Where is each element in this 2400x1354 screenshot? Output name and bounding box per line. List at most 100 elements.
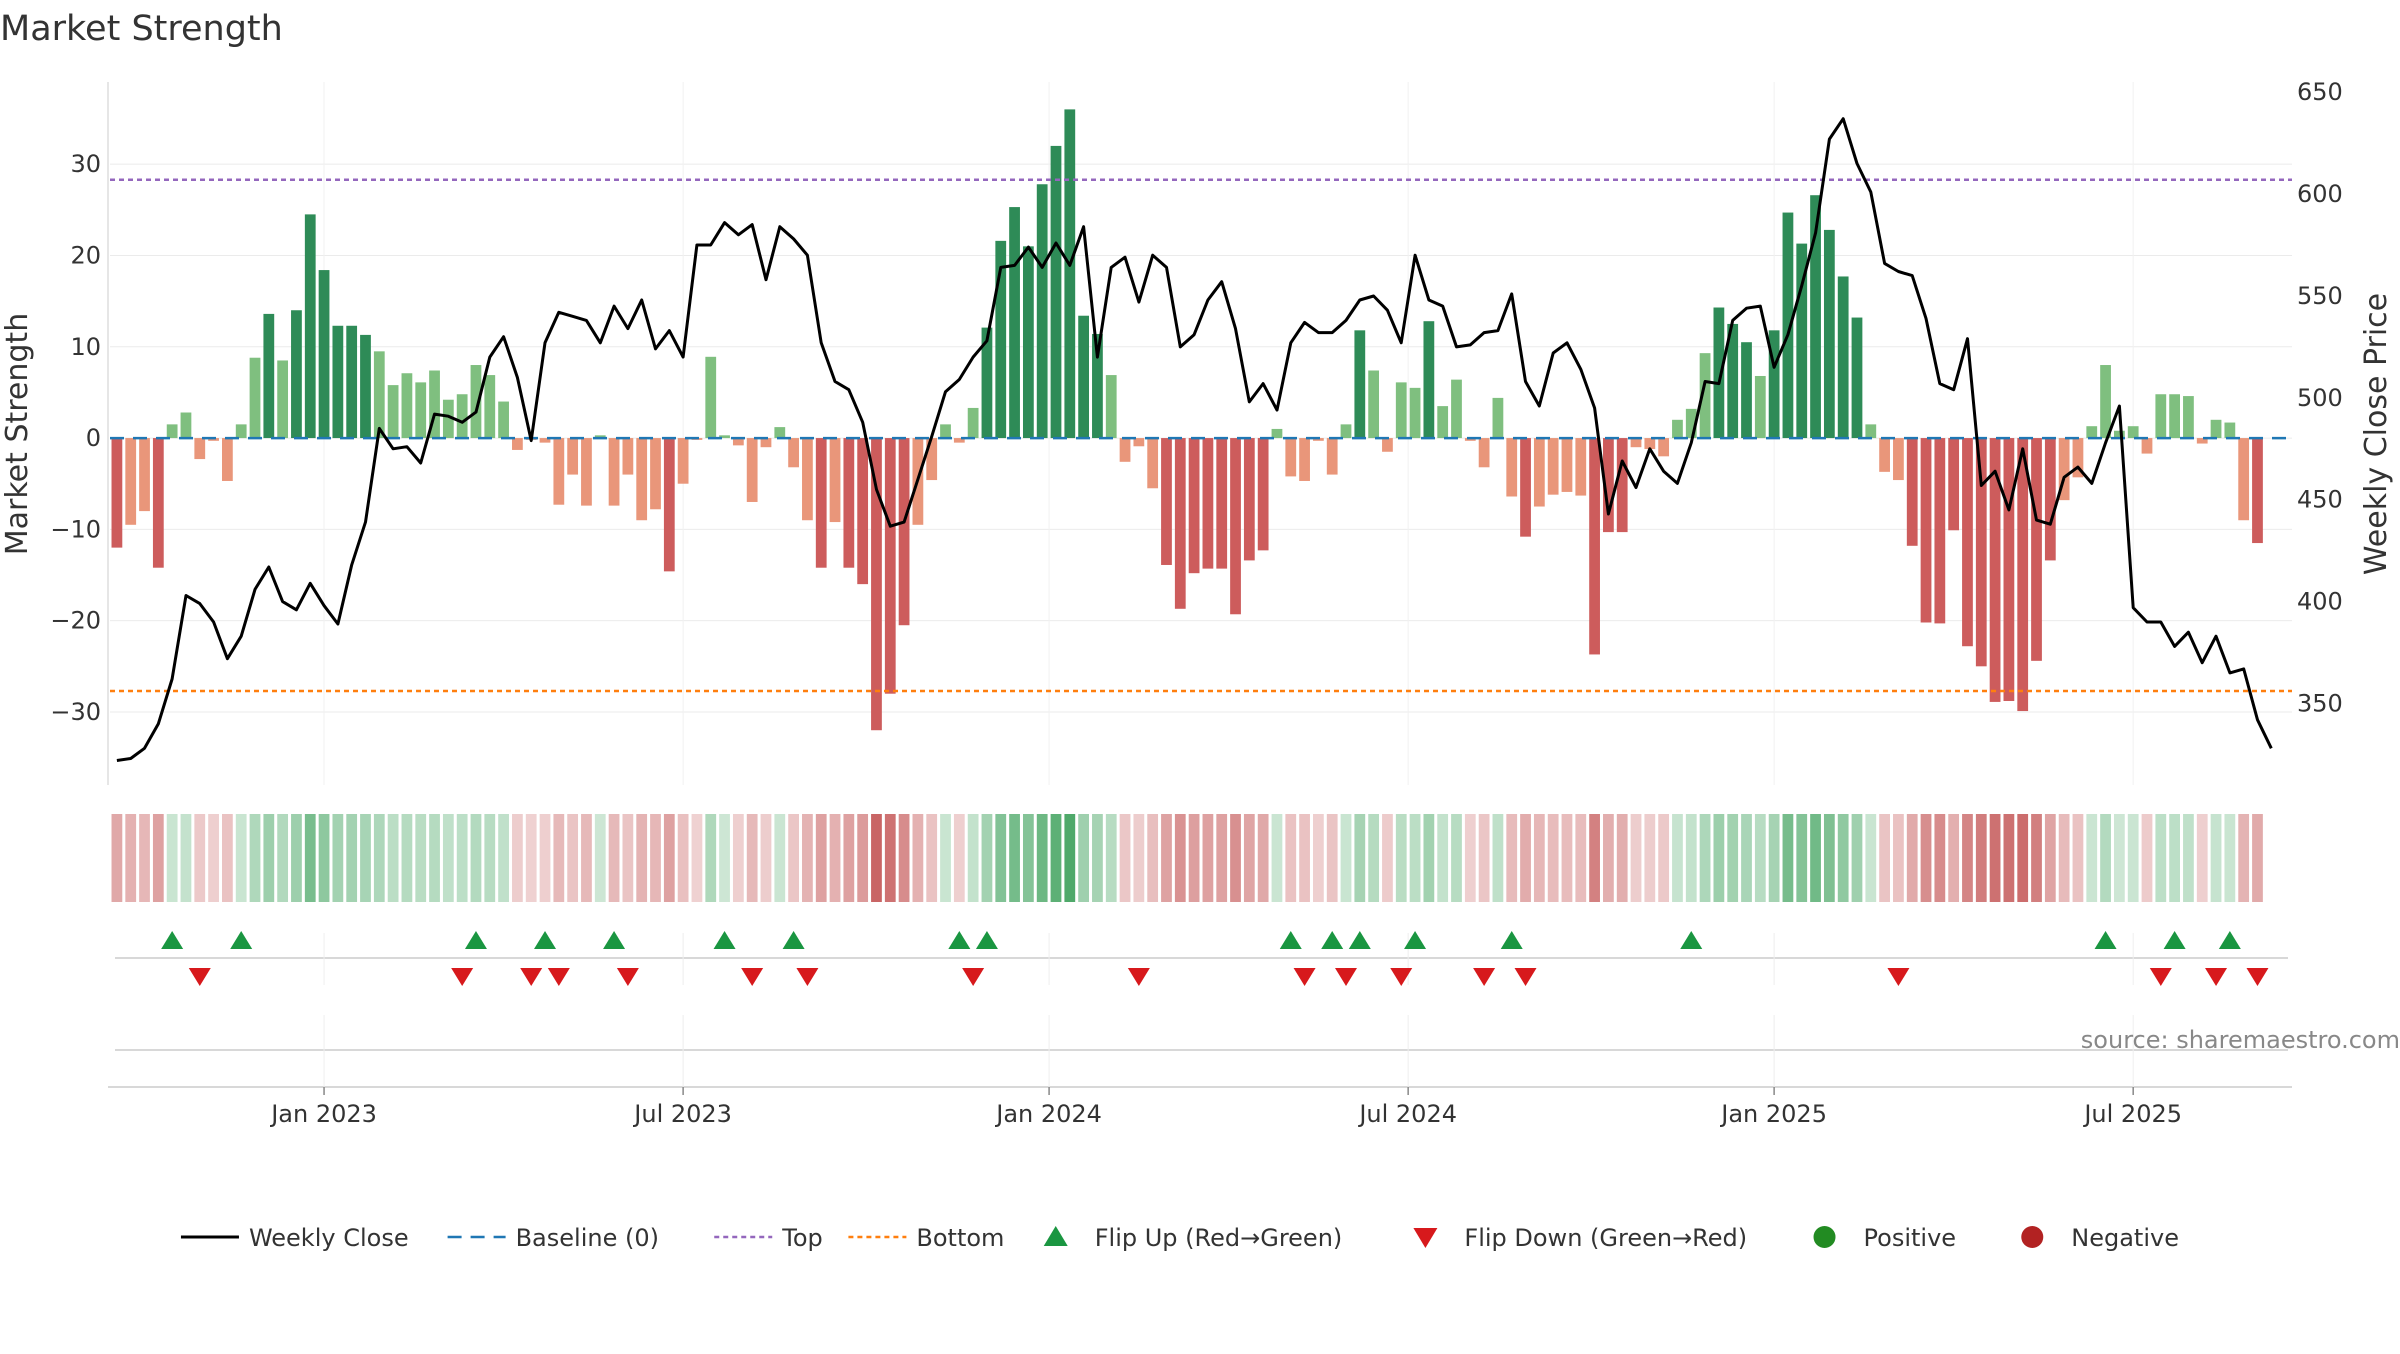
strength-bar-33 [567,438,579,475]
strength-bar-67 [1036,184,1048,439]
strength-bar-48 [774,427,786,439]
flip-down-marker-13 [1514,968,1537,986]
strength-bar-124 [1823,229,1835,439]
strength-bar-99 [1478,438,1490,468]
strength-bar-143 [2086,426,2098,439]
heat-cell-13 [291,814,302,902]
y-tick-label-1: −20 [50,607,101,635]
strength-bar-75 [1147,438,1159,489]
heat-cell-60 [940,814,951,902]
heat-cell-1 [125,814,137,902]
strength-bar-0 [111,438,123,548]
strength-bar-154 [2238,438,2250,521]
heat-cell-96 [1437,814,1449,902]
flip-up-marker-1 [230,931,253,949]
flip-up-marker-2 [464,931,487,949]
strength-bar-24 [442,399,454,439]
strength-bar-109 [1616,438,1628,533]
flip-down-marker-1 [451,968,474,986]
strength-bar-62 [967,407,979,439]
heat-cell-91 [1368,814,1380,902]
heat-cell-88 [1326,814,1338,902]
y2-tick-label-6: 650 [2297,78,2343,106]
strength-bar-8 [222,438,233,481]
x-tick-label-4: Jan 2025 [1719,1100,1827,1128]
strength-bar-132 [1934,438,1946,624]
strength-bar-23 [429,370,440,439]
heat-cell-79 [1202,814,1214,902]
strength-bar-19 [373,351,385,439]
x-axis: Jan 2023 Jul 2023 Jan 2024 Jul 2024 Jan 2025… [108,1015,2292,1128]
strength-bar-149 [2169,394,2180,439]
strength-bar-82 [1243,438,1255,561]
heat-cell-117 [1727,814,1739,902]
strength-bar-40 [663,438,675,572]
heat-cell-148 [2155,814,2167,902]
flip-up-marker-7 [948,931,971,949]
strength-bar-69 [1064,109,1076,439]
strength-bar-147 [2141,438,2153,454]
heat-cell-18 [360,814,371,902]
strength-bar-155 [2252,438,2263,544]
strength-bar-73 [1119,438,1131,462]
strength-bar-28 [498,401,509,439]
heat-cell-147 [2141,814,2153,902]
strength-bar-25 [456,394,468,439]
heat-cell-135 [1975,814,1987,902]
strength-bar-88 [1326,438,1338,475]
strength-bar-141 [2058,438,2070,501]
flip-markers [115,931,2288,986]
flip-up-marker-5 [713,931,736,949]
heat-cell-141 [2058,814,2070,902]
strength-bar-112 [1658,438,1670,457]
y-axis-title: Market Strength [0,313,35,555]
strength-bar-35 [594,435,606,439]
heat-cell-66 [1022,814,1034,902]
strength-bar-56 [884,438,896,694]
strength-bar-10 [249,357,261,439]
heat-cell-8 [222,814,233,902]
weekly-close-line [116,117,2273,762]
x-tick-label-0: Jan 2023 [269,1100,377,1128]
heat-cell-153 [2224,814,2236,902]
flip-down-marker-9 [1293,968,1316,986]
heat-cell-72 [1105,814,1117,902]
heat-cell-50 [802,814,813,902]
strength-bar-134 [1962,438,1973,647]
heat-cell-94 [1409,814,1421,902]
strength-bar-146 [2127,426,2139,439]
strength-bar-61 [953,438,965,443]
strength-bar-64 [995,240,1007,439]
strength-bar-66 [1022,246,1034,439]
strength-bar-153 [2224,422,2236,439]
strength-bar-12 [277,360,289,439]
flip-up-marker-17 [2218,931,2241,949]
heat-cell-116 [1713,814,1725,902]
strength-bar-55 [871,438,882,731]
heat-cell-19 [373,814,385,902]
heat-cell-38 [636,814,648,902]
heat-cell-44 [719,814,730,902]
heat-cell-90 [1354,814,1366,902]
heat-cell-145 [2113,814,2125,902]
heat-cell-47 [760,814,772,902]
strength-bar-100 [1492,397,1504,439]
strength-bar-2 [139,438,150,512]
heat-cell-142 [2072,814,2084,902]
heat-cell-105 [1561,814,1573,902]
heat-cell-101 [1506,814,1518,902]
strength-bar-90 [1354,330,1366,439]
strength-bar-1 [125,438,137,525]
heat-cell-136 [1989,814,2001,902]
heat-cell-30 [525,814,537,902]
strength-bar-105 [1561,438,1573,492]
strength-bar-116 [1713,307,1725,439]
strength-bar-103 [1533,438,1545,507]
strength-bar-148 [2155,394,2167,439]
heat-cell-55 [871,814,882,902]
legend-swatch-negative [2021,1226,2044,1248]
strength-bar-117 [1727,323,1739,439]
strength-bar-18 [360,334,371,439]
heat-cell-29 [512,814,523,902]
heat-cell-110 [1630,814,1642,902]
